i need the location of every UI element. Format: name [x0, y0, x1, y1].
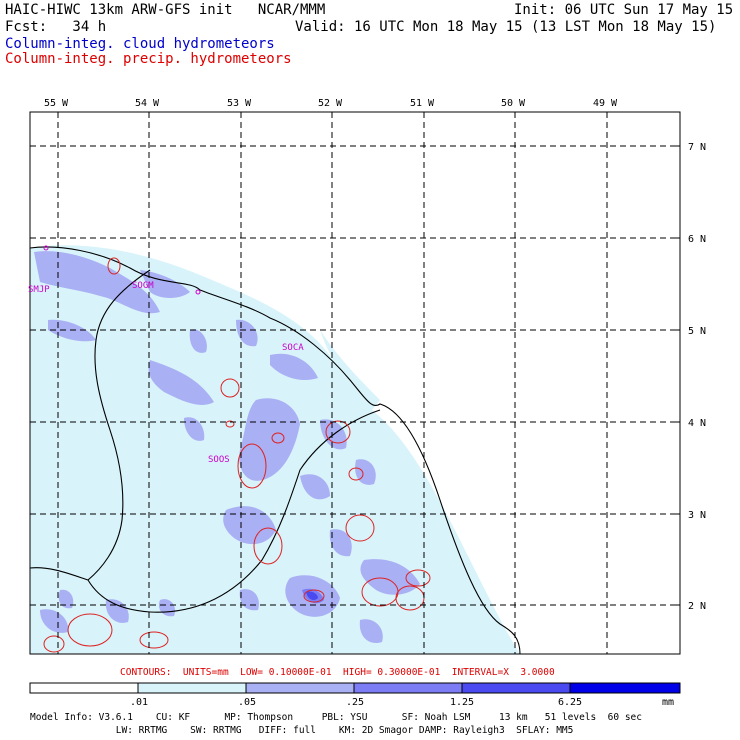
- colorbar-tick: .25: [346, 697, 364, 708]
- contours-info: CONTOURS: UNITS=mm LOW= 0.10000E-01 HIGH…: [120, 667, 555, 678]
- colorbar-unit: mm: [662, 697, 674, 708]
- colorbar-tick: .01: [130, 697, 148, 708]
- header-precip-field: Column-integ. precip. hydrometeors: [5, 51, 292, 67]
- colorbar-tick: 1.25: [450, 697, 474, 708]
- lat-labels: 7 N 6 N 5 N 4 N 3 N 2 N: [688, 142, 706, 612]
- colorbar-tick: 6.25: [558, 697, 582, 708]
- map-frame: [29, 111, 681, 655]
- colorbar: [29, 682, 681, 694]
- top-ticks: [57, 112, 608, 118]
- precip-contours: [43, 257, 431, 653]
- station-label: SOCA: [282, 343, 304, 353]
- lat-lon-grid: [30, 112, 680, 654]
- lon-labels: 55 W 54 W 53 W 52 W 51 W 50 W 49 W: [44, 98, 618, 109]
- station-labels: SMJP SOGM SOCA SOOS: [28, 281, 304, 465]
- header-init: Init: 06 UTC Sun 17 May 15: [514, 2, 734, 18]
- lat-label: 5 N: [688, 326, 706, 337]
- lon-label: 51 W: [410, 98, 435, 109]
- coastline-borders: [29, 246, 521, 655]
- model-info-line2: LW: RRTMG SW: RRTMG DIFF: full KM: 2D Sm…: [30, 725, 574, 736]
- header-forecast: Fcst: 34 h: [5, 19, 107, 35]
- header-title: HAIC-HIWC 13km ARW-GFS init NCAR/MMM: [5, 2, 326, 18]
- station-label: SOGM: [132, 281, 154, 291]
- colorbar-ticks: .01 .05 .25 1.25 6.25 mm: [130, 697, 674, 708]
- lat-label: 3 N: [688, 510, 706, 521]
- lat-label: 2 N: [688, 601, 706, 612]
- right-ticks: [674, 145, 680, 606]
- station-label: SOOS: [208, 455, 230, 465]
- lon-label: 54 W: [135, 98, 160, 109]
- header-valid: Valid: 16 UTC Mon 18 May 15 (13 LST Mon …: [295, 19, 717, 35]
- lat-label: 7 N: [688, 142, 706, 153]
- lon-label: 52 W: [318, 98, 343, 109]
- lon-label: 53 W: [227, 98, 252, 109]
- lat-label: 4 N: [688, 418, 706, 429]
- lon-label: 50 W: [501, 98, 526, 109]
- cloud-shading-core: [306, 591, 318, 600]
- lon-label: 55 W: [44, 98, 69, 109]
- lon-label: 49 W: [593, 98, 618, 109]
- model-info-line1: Model Info: V3.6.1 CU: KF MP: Thompson P…: [30, 712, 642, 723]
- lat-label: 6 N: [688, 234, 706, 245]
- colorbar-tick: .05: [238, 697, 256, 708]
- station-markers: [43, 245, 201, 295]
- station-label: SMJP: [28, 285, 50, 295]
- header-cloud-field: Column-integ. cloud hydrometeors: [5, 36, 275, 52]
- cloud-shading-medium: [34, 251, 420, 644]
